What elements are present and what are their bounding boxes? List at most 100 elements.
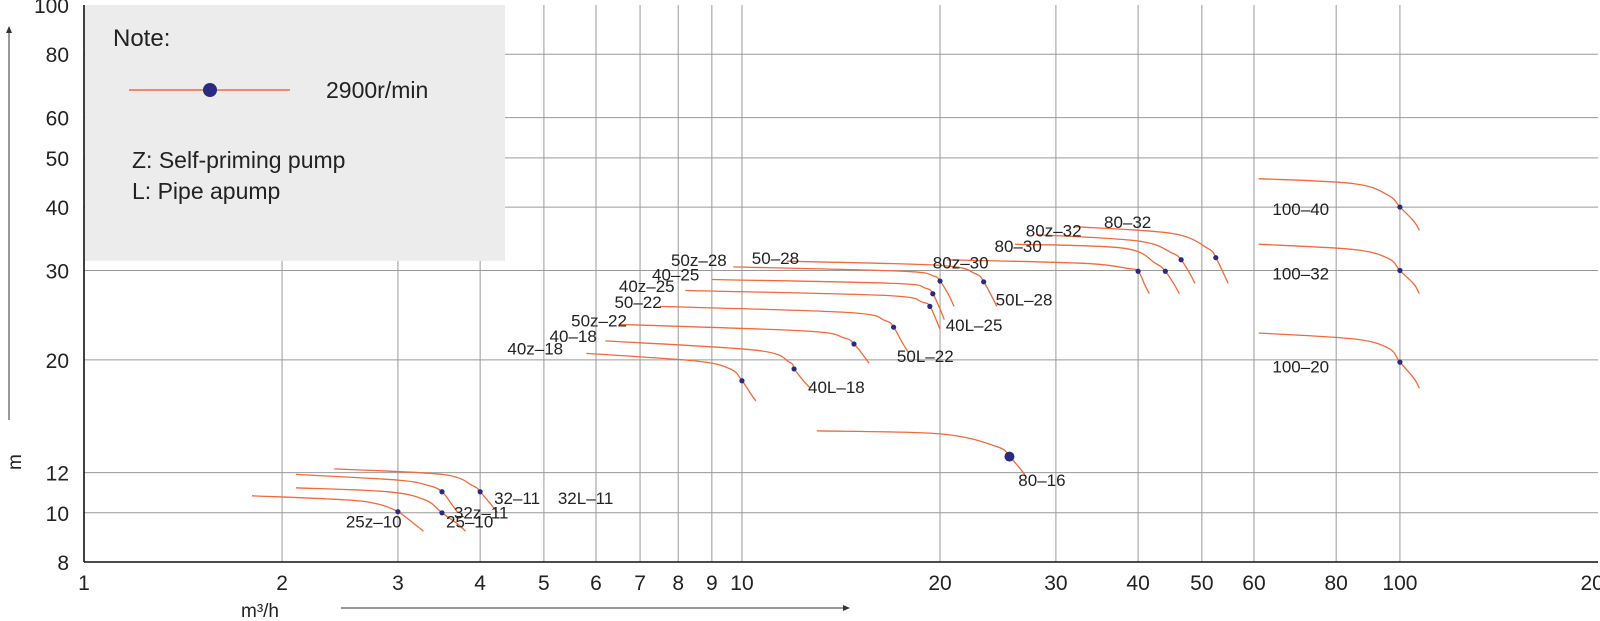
rated-point-32-11 <box>477 489 483 495</box>
rated-point-80z-30 <box>1135 268 1141 274</box>
curve-25-10 <box>295 487 466 532</box>
rated-point-40z-25 <box>927 303 933 309</box>
legend-speed-label: 2900r/min <box>326 77 428 103</box>
y-tick-label-30: 30 <box>46 261 69 284</box>
label-50z-28: 50z–28 <box>671 251 727 270</box>
rated-point-25z-10 <box>395 509 401 515</box>
curve-32-11 <box>334 468 499 514</box>
curve-100-20 <box>1258 332 1420 389</box>
rated-point-40z-18 <box>739 378 745 384</box>
label-50-22: 50–22 <box>614 293 661 312</box>
curve-50z-28 <box>733 266 955 307</box>
label-80z-30: 80z–30 <box>933 253 989 272</box>
x-tick-label-80: 80 <box>1324 572 1347 595</box>
x-axis-label: m³/h <box>241 601 279 621</box>
rated-point-40-25 <box>930 291 936 297</box>
label-100-32: 100–32 <box>1272 265 1329 284</box>
label-40z-25: 40z–25 <box>619 277 675 296</box>
x-tick-label-100: 100 <box>1382 572 1417 595</box>
x-tick-label-2: 2 <box>276 572 288 595</box>
y-axis-label: m <box>5 454 26 470</box>
curve-40z-18 <box>586 352 757 402</box>
curve-40z-25 <box>685 289 941 330</box>
x-tick-label-40: 40 <box>1126 572 1149 595</box>
legend-note-self-priming: Z: Self-priming pump <box>132 147 345 173</box>
axes: m³/h m <box>5 5 1598 621</box>
rated-point-50z-22 <box>851 341 857 347</box>
rated-point-25-10 <box>439 510 445 516</box>
curve-50-22 <box>659 305 909 353</box>
curve-50z-22 <box>618 323 870 364</box>
x-axis-arrowhead <box>843 605 850 611</box>
label-40l-18: 40L–18 <box>808 378 865 397</box>
label-32l-11: 32L–11 <box>558 489 613 508</box>
curve-40-18 <box>605 340 811 389</box>
y-tick-label-20: 20 <box>46 350 69 373</box>
x-tick-label-200: 200 <box>1580 572 1600 595</box>
rated-point-40-18 <box>791 366 797 372</box>
y-axis-arrowhead <box>6 26 12 33</box>
label-50z-22: 50z–22 <box>571 311 627 330</box>
y-tick-label-40: 40 <box>46 197 69 220</box>
rated-point-80z-32 <box>1178 257 1184 263</box>
label-50-28: 50–28 <box>752 249 799 268</box>
curve-32z-11 <box>295 473 459 514</box>
label-100-20: 100–20 <box>1272 357 1329 376</box>
x-tick-label-1: 1 <box>78 572 90 595</box>
label-50l-28: 50L–28 <box>996 290 1053 309</box>
label-40-25: 40–25 <box>652 265 699 284</box>
legend-sample-point <box>203 83 217 97</box>
y-tick-label-50: 50 <box>46 148 69 171</box>
legend: Note: 2900r/min Z: Self-priming pump L: … <box>85 5 505 261</box>
rated-point-80-16 <box>1004 451 1015 462</box>
x-tick-label-6: 6 <box>590 572 602 595</box>
x-tick-label-3: 3 <box>392 572 404 595</box>
rated-point-50-22 <box>890 324 897 330</box>
curve-100-32 <box>1258 243 1420 295</box>
label-32z-11: 32z–11 <box>454 503 509 522</box>
y-tick-label-80: 80 <box>46 44 69 67</box>
x-tick-label-20: 20 <box>928 572 951 595</box>
label-50l-22: 50L–22 <box>897 347 954 366</box>
curve-80-30 <box>1014 243 1180 295</box>
y-tick-label-12: 12 <box>46 463 69 486</box>
x-tick-label-8: 8 <box>672 572 684 595</box>
label-100-40: 100–40 <box>1272 200 1329 219</box>
rated-point-80-30 <box>1162 268 1168 274</box>
x-tick-label-10: 10 <box>730 572 753 595</box>
curve-40-25 <box>711 278 945 320</box>
label-40l-25: 40L–25 <box>946 316 1003 335</box>
label-25z-10: 25z–10 <box>346 513 402 532</box>
y-tick-label-100: 100 <box>34 0 69 18</box>
y-tick-label-8: 8 <box>57 552 69 575</box>
label-40-18: 40–18 <box>550 327 597 346</box>
curve-80-32 <box>1074 226 1229 284</box>
label-32-11: 32–11 <box>494 489 540 508</box>
rated-point-50z-28 <box>937 278 943 284</box>
x-tick-label-4: 4 <box>474 572 486 595</box>
curve-25z-10 <box>251 495 424 532</box>
curve-80-16 <box>816 430 1027 477</box>
legend-note-pipe-pump: L: Pipe apump <box>132 178 280 204</box>
grid <box>84 5 1598 562</box>
label-80z-32: 80z–32 <box>1026 222 1082 241</box>
rated-point-100-20 <box>1397 359 1403 365</box>
y-tick-label-60: 60 <box>46 108 69 131</box>
x-tick-label-50: 50 <box>1190 572 1213 595</box>
label-25-10: 25–10 <box>446 513 493 532</box>
legend-title: Note: <box>113 25 170 52</box>
x-tick-label-60: 60 <box>1242 572 1265 595</box>
x-tick-label-30: 30 <box>1044 572 1067 595</box>
rated-point-32z-11 <box>439 489 445 495</box>
rated-point-100-32 <box>1397 267 1403 274</box>
y-tick-label-10: 10 <box>46 503 69 526</box>
label-80-32: 80–32 <box>1104 213 1151 232</box>
x-tick-label-5: 5 <box>538 572 550 595</box>
rated-point-100-40 <box>1397 204 1403 210</box>
rated-point-80-32 <box>1213 255 1219 261</box>
axis-ticks: 1234567891020304050608010020081012203040… <box>34 0 1600 595</box>
x-tick-label-9: 9 <box>706 572 718 595</box>
legend-box <box>85 5 505 261</box>
